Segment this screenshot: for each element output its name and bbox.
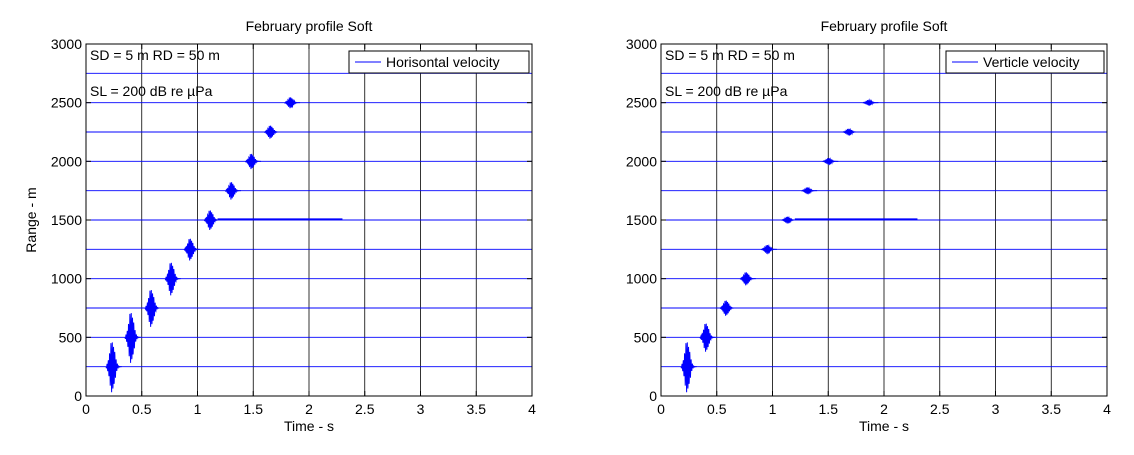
x-tick-label: 4 [1103,401,1111,417]
x-tick-label: 3 [992,401,1000,417]
trace-1000m [739,272,756,286]
trace-1750m [801,186,818,195]
x-tick-label: 2.5 [930,401,950,417]
trace-500m [124,313,141,363]
x-tick-label: 0.5 [132,401,152,417]
x-tick-label: 3.5 [1042,401,1062,417]
trace-1250m [183,238,200,261]
x-tick-label: 1.5 [819,401,839,417]
y-tick-label: 3000 [51,36,82,52]
annotation-sd-rd: SD = 5 m RD = 50 m [665,47,795,63]
y-tick-label: 2500 [626,95,657,111]
trace-250m [105,342,122,393]
x-tick-label: 2.5 [355,401,375,417]
annotation-sd-rd: SD = 5 m RD = 50 m [90,47,220,63]
trace-250m [680,342,697,393]
y-tick-label: 1000 [626,271,657,287]
chart-horisontal-velocity: 0 0.5 1 1.5 2 2.5 3 3.5 4 0 500 1000 1500 2000 2500 300… [23,18,536,434]
chart-title: February profile Soft [246,18,373,34]
legend-box [348,50,530,74]
x-tick-label: 1 [194,401,202,417]
y-tick-label: 0 [649,388,657,404]
y-tick-label: 1000 [51,271,82,287]
legend-label: Horisontal velocity [386,54,500,70]
y-tick-label: 2500 [51,95,82,111]
trace-1500m [203,210,220,231]
y-tick-label: 2000 [51,153,82,169]
trace-750m [144,290,161,327]
trace-1500m [781,215,798,225]
x-tick-label: 4 [528,401,536,417]
trace-1250m [761,244,777,255]
y-tick-label: 1500 [626,212,657,228]
x-tick-label: 2 [305,401,313,417]
x-axis-label: Time - s [284,418,334,434]
y-tick-label: 500 [59,329,83,345]
x-tick-label: 3 [417,401,425,417]
trace-2250m [264,125,281,139]
annotation-sl: SL = 200 dB re µPa [665,83,788,99]
chart-title: February profile Soft [821,18,948,34]
x-tick-label: 1 [769,401,777,417]
trace-2500m [862,98,879,107]
trace-2250m [842,127,859,137]
trace-1750m [224,182,242,200]
trace-750m [719,300,736,316]
legend: Horisontal velocity [348,50,530,74]
legend-box [945,50,1105,74]
x-tick-label: 0 [82,401,90,417]
y-axis-label: Range - m [23,187,39,252]
legend-label: Verticle velocity [983,54,1079,70]
y-tick-label: 1500 [51,212,82,228]
x-axis-label: Time - s [859,418,909,434]
trace-2000m [822,157,839,166]
x-tick-label: 0.5 [707,401,727,417]
chart-verticle-velocity: 0 0.5 1 1.5 2 2.5 3 3.5 4 0 500 1000 1500 2000 2500 300… [626,18,1111,434]
y-tick-label: 500 [634,329,658,345]
trace-500m [699,323,716,352]
legend: Verticle velocity [945,50,1105,74]
y-tick-label: 2000 [626,153,657,169]
annotation-sl: SL = 200 dB re µPa [90,83,213,99]
trace-1000m [164,262,181,296]
y-tick-label: 0 [74,388,82,404]
y-tick-label: 3000 [626,36,657,52]
trace-2500m [284,97,301,109]
x-tick-label: 0 [657,401,665,417]
x-tick-label: 2 [880,401,888,417]
x-tick-label: 1.5 [244,401,264,417]
x-tick-label: 3.5 [467,401,487,417]
trace-2000m [245,153,262,170]
